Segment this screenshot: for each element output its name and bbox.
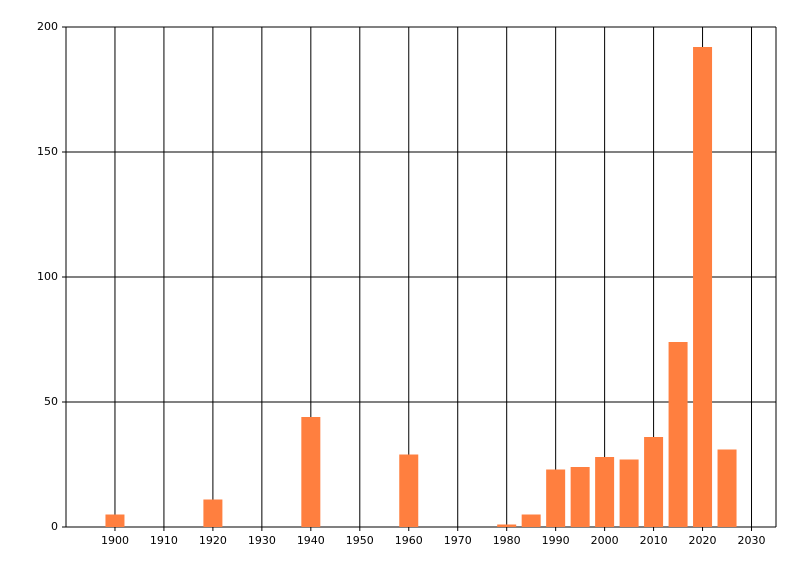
bar	[105, 514, 125, 527]
bar	[570, 467, 590, 527]
y-tick-label: 200	[37, 20, 58, 33]
y-tick-label: 50	[44, 395, 58, 408]
x-tick-label: 1990	[542, 534, 570, 547]
y-tick-label: 150	[37, 145, 58, 158]
bar	[203, 499, 223, 527]
x-tick-label: 1930	[248, 534, 276, 547]
bar	[595, 457, 615, 527]
bar	[399, 454, 419, 527]
bar	[497, 524, 517, 527]
bar	[644, 437, 664, 527]
x-tick-label: 1910	[150, 534, 178, 547]
bar	[301, 417, 321, 527]
y-tick-label: 0	[51, 520, 58, 533]
bar	[717, 449, 737, 527]
x-tick-label: 1980	[493, 534, 521, 547]
x-tick-label: 1920	[199, 534, 227, 547]
bar	[668, 342, 688, 527]
x-tick-label: 2000	[591, 534, 619, 547]
bar	[619, 459, 639, 527]
bar	[521, 514, 541, 527]
x-tick-label: 2020	[689, 534, 717, 547]
x-tick-label: 1960	[395, 534, 423, 547]
x-tick-label: 1970	[444, 534, 472, 547]
bar	[693, 47, 713, 527]
x-tick-label: 1950	[346, 534, 374, 547]
x-tick-label: 2010	[640, 534, 668, 547]
x-tick-label: 2030	[738, 534, 766, 547]
y-tick-label: 100	[37, 270, 58, 283]
bar	[546, 469, 566, 527]
x-tick-label: 1900	[101, 534, 129, 547]
x-tick-label: 1940	[297, 534, 325, 547]
